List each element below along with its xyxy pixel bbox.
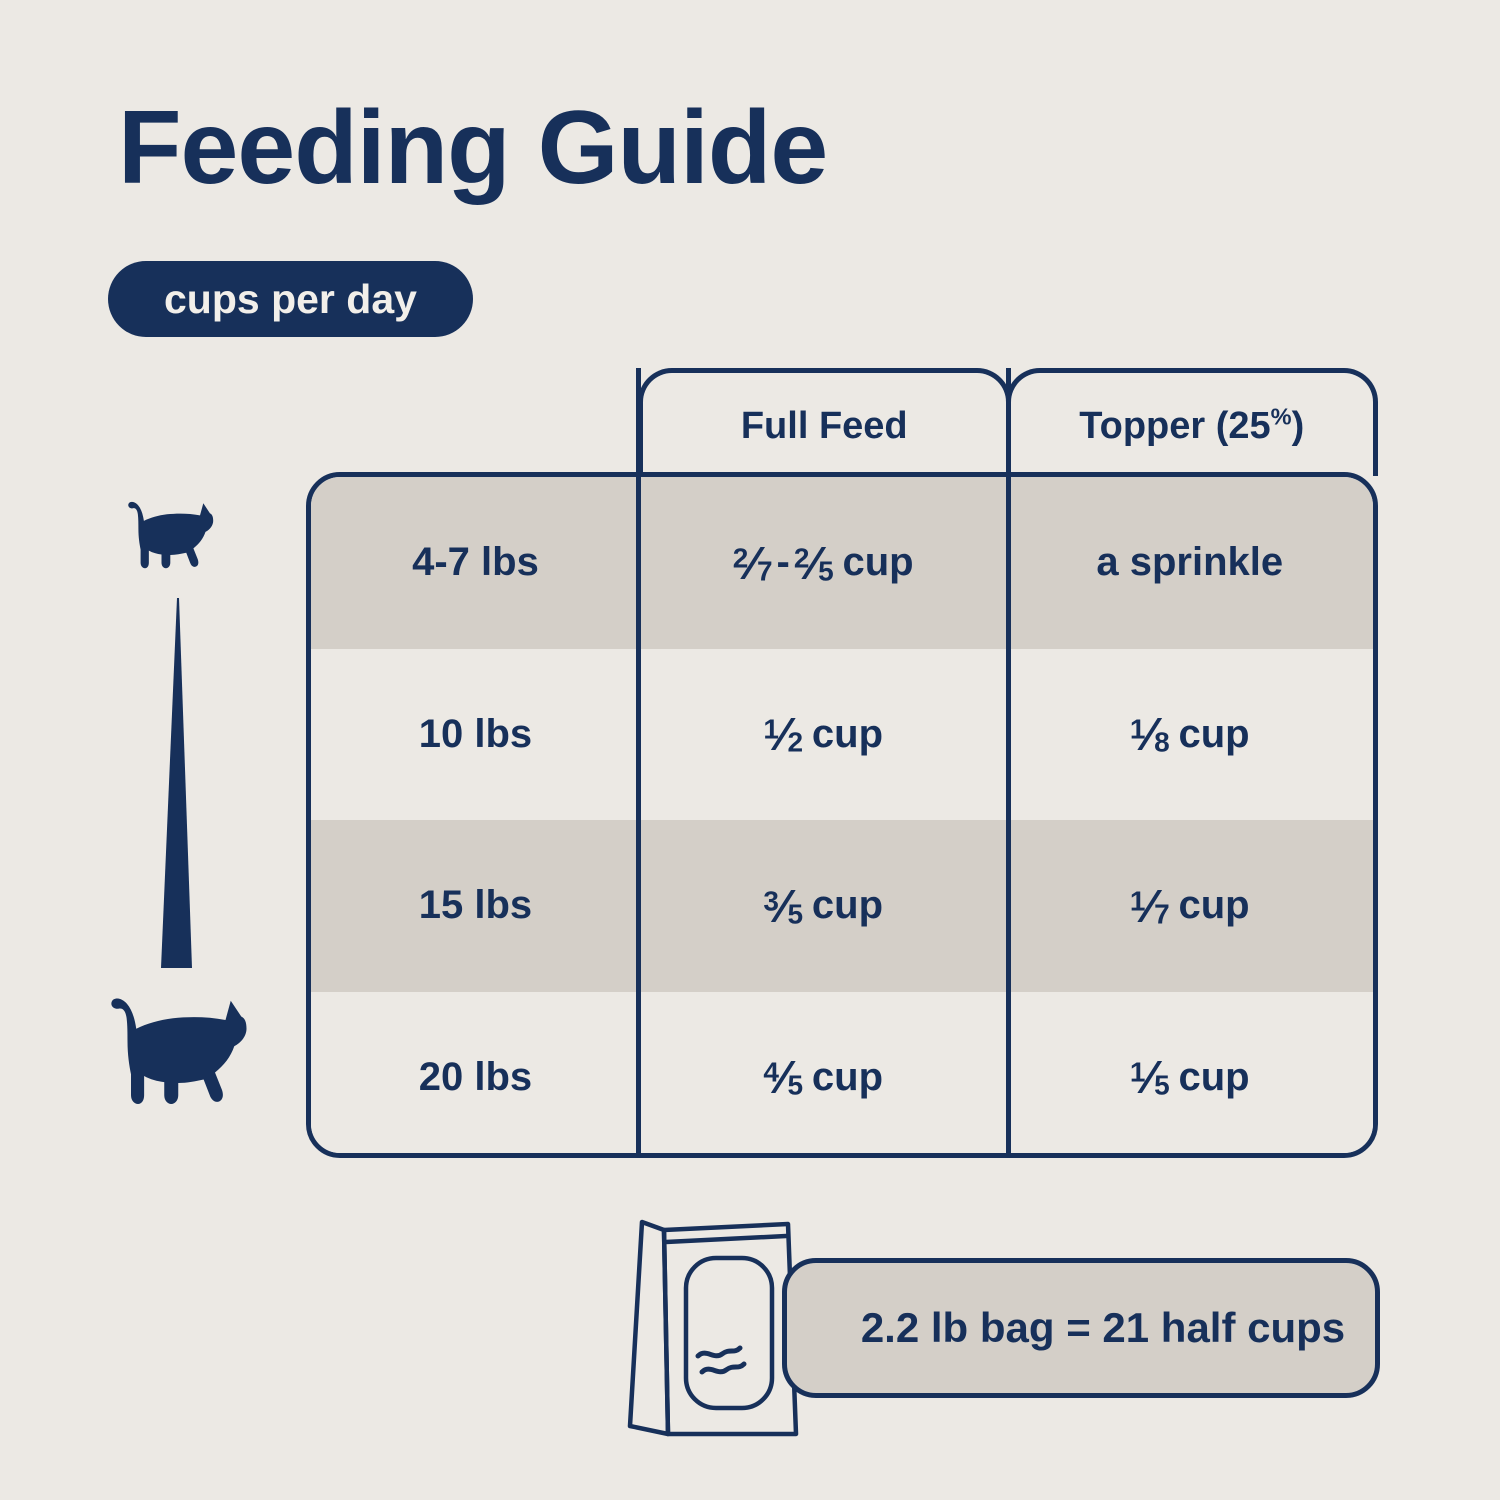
cat-icon-small: [112, 478, 222, 588]
fraction-numerator: 2: [732, 542, 749, 573]
unit-label: cup: [811, 711, 884, 756]
fraction: 3⁄5: [763, 879, 803, 933]
fraction-slash: ⁄: [1145, 879, 1154, 932]
cell-topper: a sprinkle: [1096, 540, 1284, 585]
fraction-slash: ⁄: [779, 879, 788, 932]
column-divider-2: [1006, 368, 1011, 1158]
column-header-topper-label: Topper (25%): [1079, 405, 1304, 448]
bag-note: 2.2 lb bag = 21 half cups: [620, 1208, 1380, 1448]
fraction-slash: ⁄: [809, 536, 818, 589]
column-divider-1: [636, 368, 641, 1158]
unit-label: cup: [842, 540, 914, 585]
bag-note-text: 2.2 lb bag = 21 half cups: [860, 1304, 1346, 1351]
topper-label-tail: ): [1291, 405, 1305, 447]
unit-label: cup: [1178, 1054, 1250, 1099]
fraction-numerator: 1: [1129, 713, 1146, 745]
cell-topper: 1⁄7 cup: [1006, 820, 1373, 992]
unit-label: cup: [1178, 711, 1250, 756]
fraction-numerator: 3: [763, 885, 779, 916]
fraction-denominator: 5: [787, 898, 804, 930]
unit-label: cup: [811, 1054, 884, 1099]
fraction-slash: ⁄: [1145, 708, 1154, 761]
table-row: 4-7 lbs 2⁄7-2⁄5 cup a sprinkle: [311, 477, 1373, 649]
fraction: 1⁄2: [763, 707, 803, 761]
fraction-slash: ⁄: [1145, 1051, 1154, 1104]
table-row: 10 lbs 1⁄2 cup 1⁄8 cup: [311, 648, 1373, 821]
fraction: 2⁄5: [794, 536, 834, 590]
cell-topper: 1⁄5 cup: [1006, 992, 1373, 1154]
fraction-numerator: 1: [1129, 885, 1146, 916]
unit-label: cup: [1178, 883, 1250, 928]
fraction-slash: ⁄: [779, 1051, 788, 1104]
bag-note-banner: 2.2 lb bag = 21 half cups: [782, 1258, 1380, 1398]
fraction-numerator: 1: [1129, 1056, 1146, 1088]
cell-full-feed: 4⁄5 cup: [640, 992, 1007, 1154]
topper-label-main: Topper (25: [1079, 405, 1271, 447]
fraction-slash: ⁄: [748, 536, 757, 589]
size-scale-column: [70, 470, 290, 1130]
fraction-denominator: 7: [1154, 898, 1170, 930]
fraction-denominator: 5: [818, 555, 834, 587]
fraction: 1⁄8: [1130, 707, 1170, 761]
cell-full-feed: 3⁄5 cup: [640, 820, 1007, 992]
fraction: 2⁄7: [733, 536, 773, 590]
table-row: 20 lbs 4⁄5 cup 1⁄5 cup: [311, 991, 1373, 1154]
subtitle-pill-label: cups per day: [164, 275, 417, 322]
cell-weight: 10 lbs: [418, 711, 533, 756]
size-wedge-indicator: [148, 598, 208, 968]
fraction-denominator: 2: [787, 726, 804, 758]
cell-full-feed: 2⁄7-2⁄5 cup: [640, 477, 1007, 649]
cell-weight: 20 lbs: [418, 1054, 533, 1099]
fraction-slash: ⁄: [779, 708, 788, 761]
food-bag-icon: [620, 1208, 820, 1448]
column-header-full-feed-label: Full Feed: [740, 405, 908, 447]
column-header-full-feed: Full Feed: [638, 368, 1011, 476]
fraction: 1⁄5: [1130, 1050, 1170, 1104]
fraction-numerator: 2: [793, 542, 810, 573]
fraction-denominator: 8: [1154, 726, 1170, 758]
table-row: 15 lbs 3⁄5 cup 1⁄7 cup: [311, 820, 1373, 992]
topper-label-percent: %: [1270, 403, 1292, 430]
fraction: 4⁄5: [763, 1050, 803, 1104]
range-dash: -: [776, 540, 790, 585]
cell-weight: 4-7 lbs: [412, 540, 539, 585]
fraction-numerator: 1: [763, 713, 779, 745]
subtitle-pill-badge: cups per day: [108, 261, 473, 337]
unit-label: cup: [811, 883, 884, 928]
cell-full-feed: 1⁄2 cup: [640, 649, 1007, 821]
fraction-denominator: 5: [787, 1069, 804, 1101]
feeding-table: Full Feed Topper (25%) 4-7 lbs 2⁄7-2⁄5 cu…: [306, 368, 1378, 1158]
table-body: 4-7 lbs 2⁄7-2⁄5 cup a sprinkle 10 lbs 1⁄2…: [306, 472, 1378, 1158]
fraction-denominator: 7: [756, 555, 773, 587]
table-header-tabs: Full Feed Topper (25%): [638, 368, 1378, 476]
cell-weight: 15 lbs: [418, 883, 533, 928]
fraction: 1⁄7: [1130, 879, 1170, 933]
cat-icon-large: [82, 978, 264, 1118]
fraction-numerator: 4: [763, 1056, 779, 1088]
fraction-denominator: 5: [1154, 1069, 1170, 1101]
page-title: Feeding Guide: [118, 90, 828, 206]
column-header-topper: Topper (25%): [1005, 368, 1378, 476]
cell-topper: 1⁄8 cup: [1006, 649, 1373, 821]
